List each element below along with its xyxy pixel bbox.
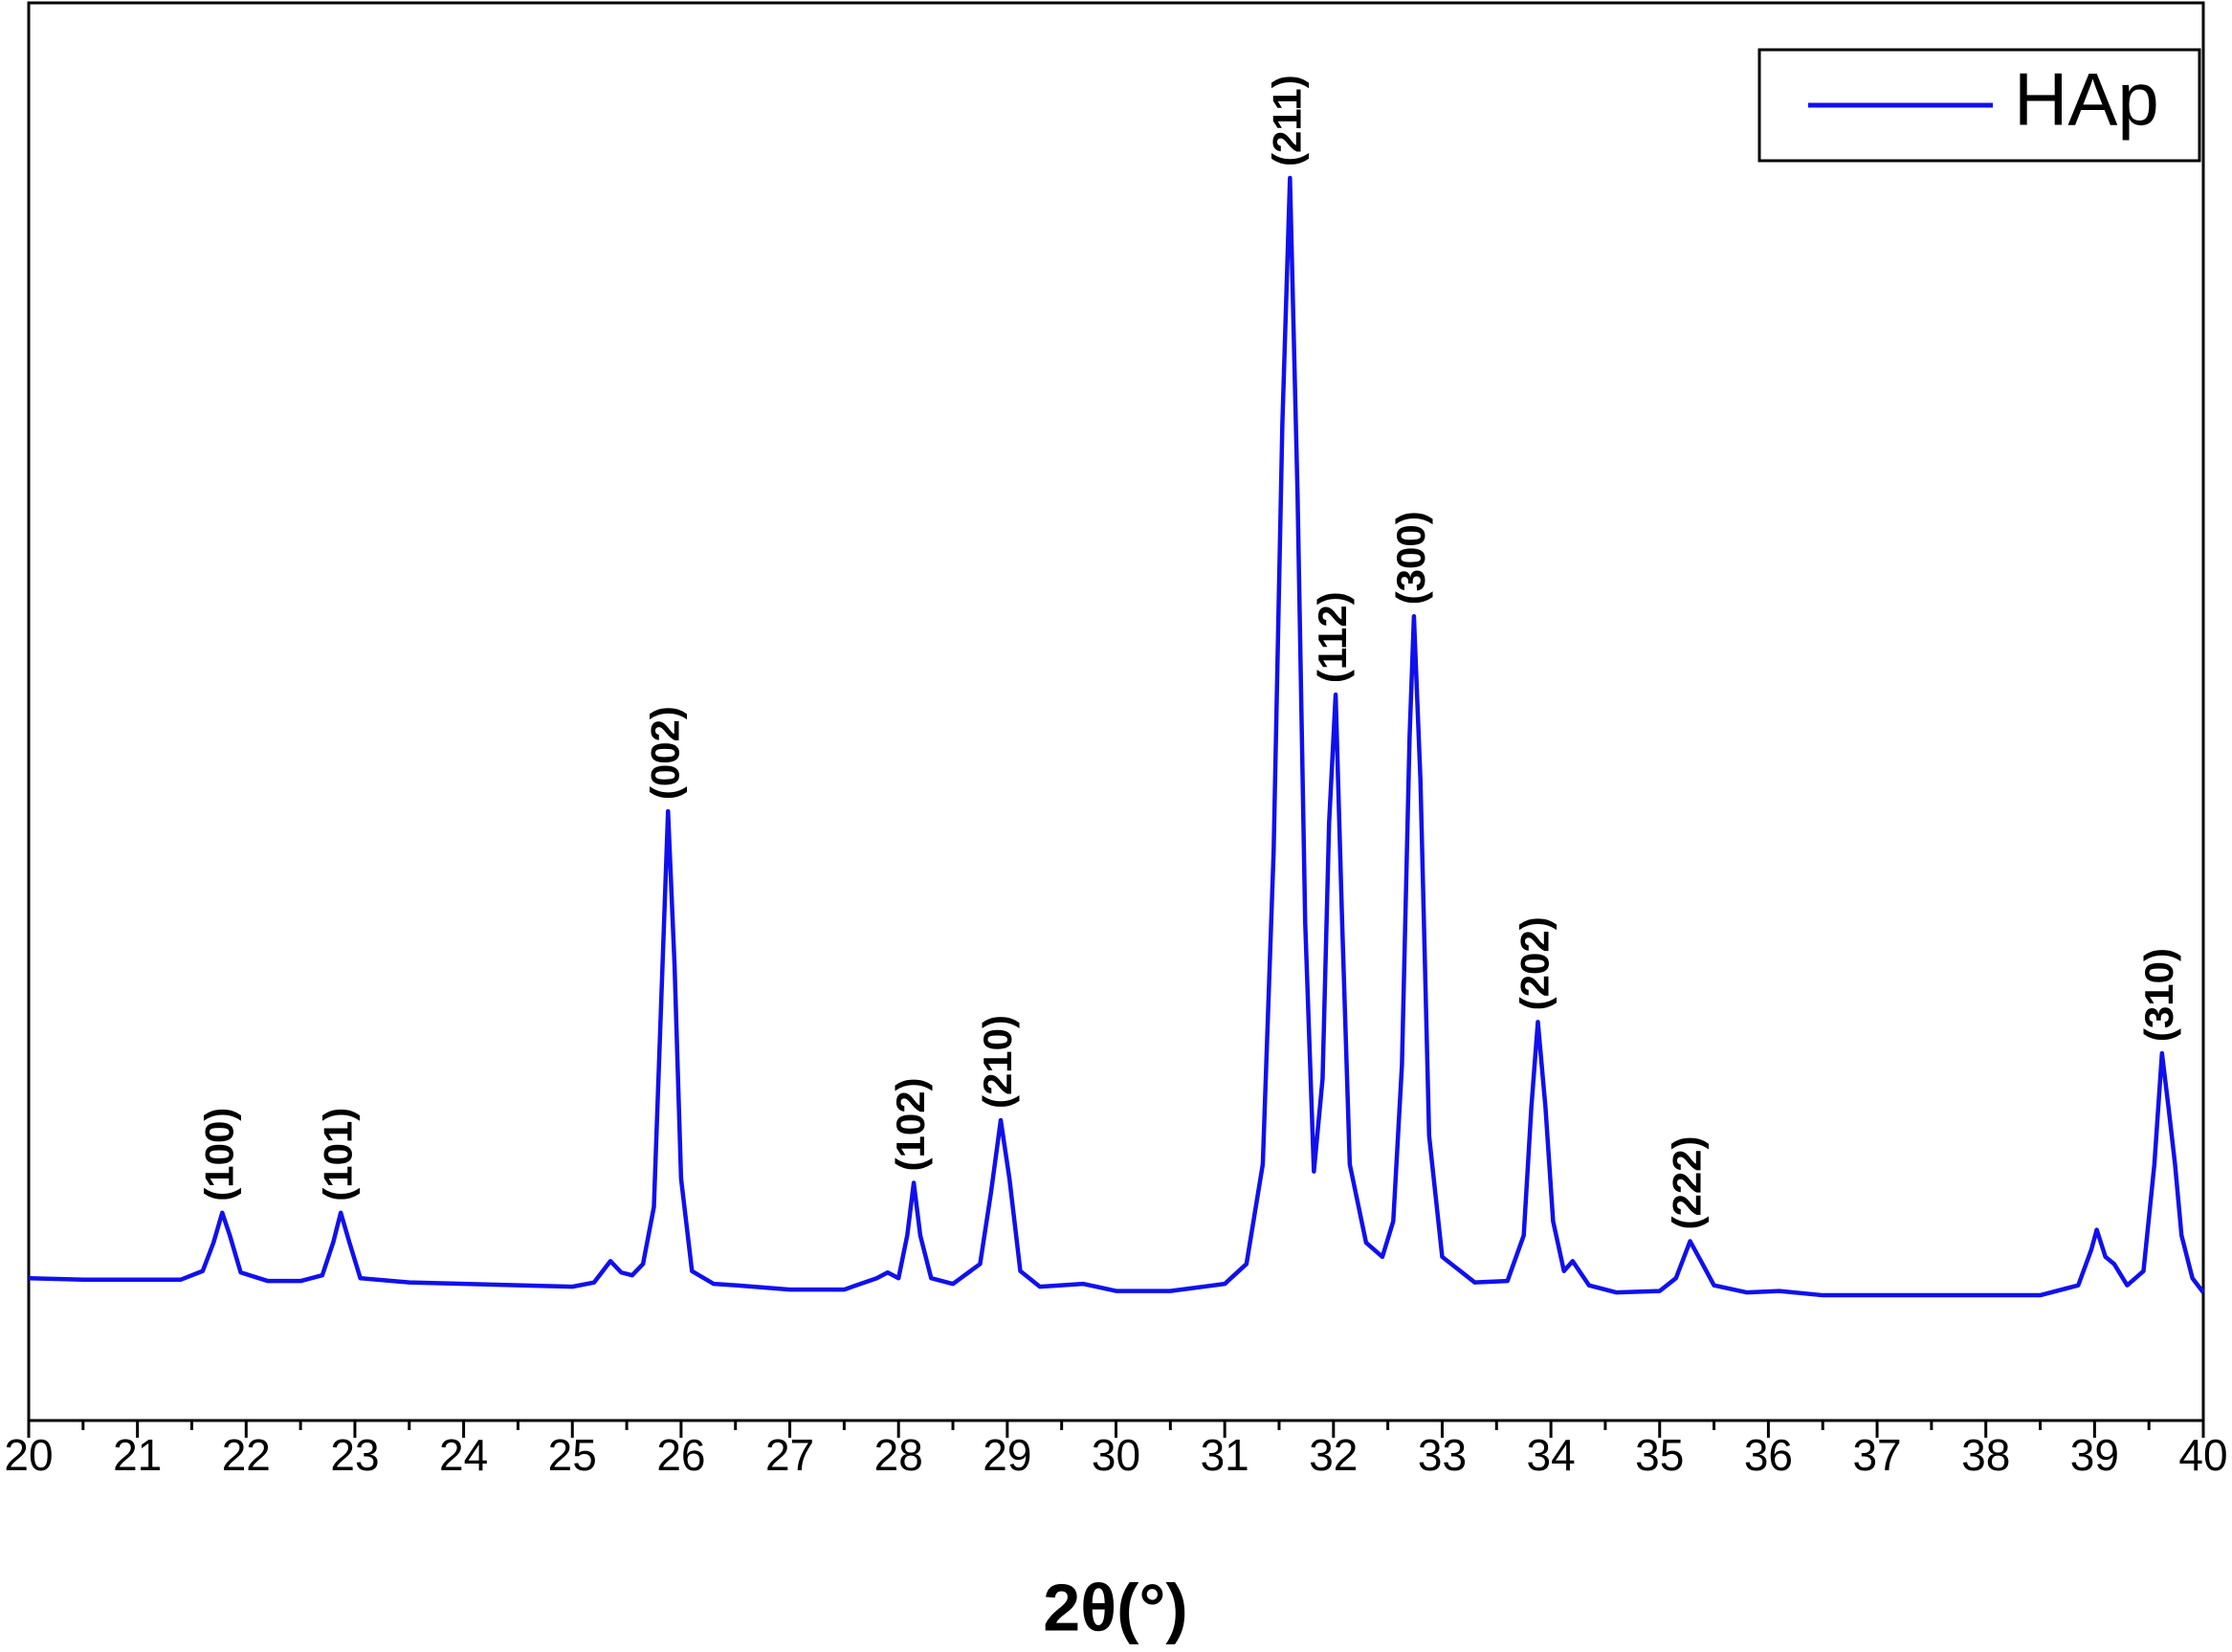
line-series <box>28 175 2205 1298</box>
peak-label: (300) <box>1388 511 1433 605</box>
x-tick-label: 37 <box>1852 1430 1901 1480</box>
x-tick-label: 23 <box>330 1430 379 1480</box>
peak-label: (211) <box>1264 75 1309 166</box>
peak-label: (112) <box>1310 591 1355 683</box>
x-tick-label: 35 <box>1635 1430 1684 1480</box>
x-tick-label: 20 <box>4 1430 53 1480</box>
x-tick-label: 36 <box>1744 1430 1793 1480</box>
x-tick-label: 28 <box>874 1430 923 1480</box>
peak-label: (002) <box>642 706 687 800</box>
peak-label: (310) <box>2136 948 2181 1042</box>
x-tick-label: 30 <box>1092 1430 1140 1480</box>
x-tick-label: 31 <box>1201 1430 1249 1480</box>
x-tick-label: 33 <box>1418 1430 1467 1480</box>
x-tick-label: 34 <box>1527 1430 1576 1480</box>
x-tick-label: 21 <box>113 1430 162 1480</box>
x-tick-label: 26 <box>656 1430 705 1480</box>
x-tick-label: 25 <box>548 1430 597 1480</box>
peak-label: (100) <box>196 1108 241 1201</box>
x-tick-label: 32 <box>1309 1430 1358 1480</box>
x-tick-label: 29 <box>983 1430 1031 1480</box>
peak-label: (202) <box>1513 916 1558 1010</box>
peak-label: (101) <box>315 1108 360 1201</box>
peak-label: (222) <box>1665 1135 1710 1229</box>
legend-label: HAp <box>2014 57 2159 142</box>
plot-frame <box>27 1 2205 1422</box>
x-tick-label: 39 <box>2070 1430 2119 1480</box>
x-axis-label: 2θ(°) <box>1043 1570 1187 1644</box>
x-tick-label: 22 <box>222 1430 271 1480</box>
peak-label: (210) <box>975 1015 1020 1109</box>
x-tick-label: 24 <box>439 1430 488 1480</box>
x-tick-label: 27 <box>765 1430 814 1480</box>
peak-label: (102) <box>888 1077 933 1171</box>
x-tick-label: 40 <box>2178 1430 2227 1480</box>
x-tick-label: 38 <box>1961 1430 2010 1480</box>
